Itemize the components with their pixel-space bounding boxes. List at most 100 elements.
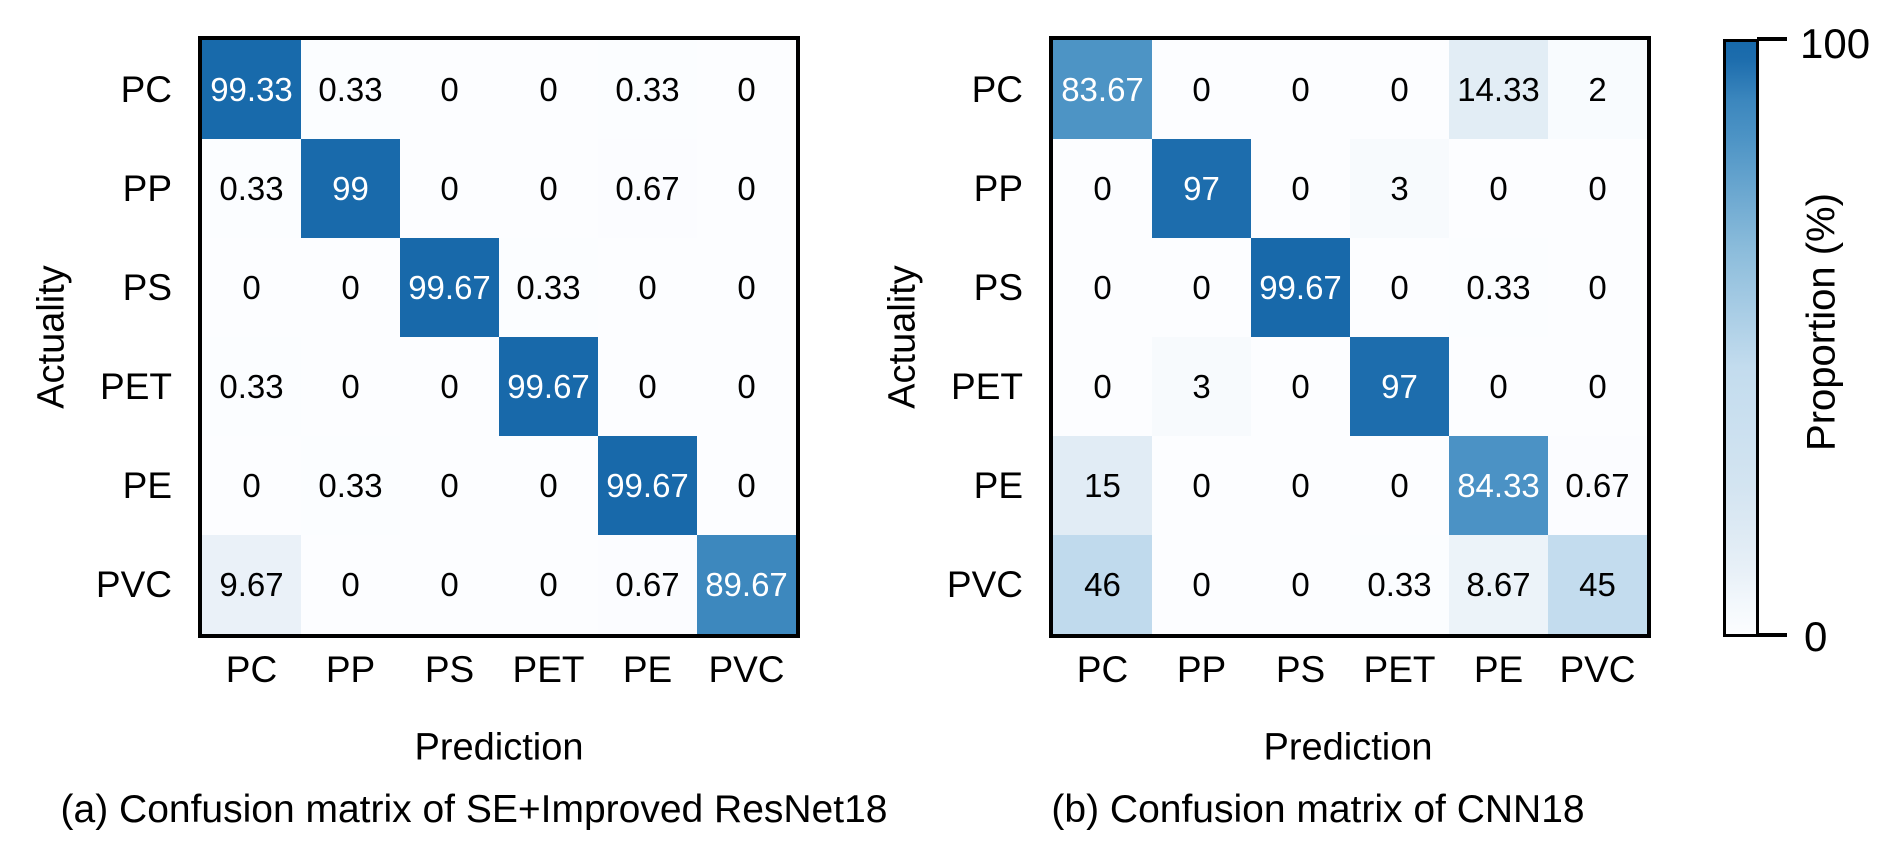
x-tick-label: PE (1473, 649, 1524, 690)
matrix-cell: 0.33 (1350, 535, 1449, 634)
y-tick-label: PET (951, 365, 1023, 407)
matrix-cell: 89.67 (697, 535, 796, 634)
matrix-cell: 0.33 (1449, 238, 1548, 337)
matrix-cell: 0.33 (499, 238, 598, 337)
matrix-cell: 99.67 (598, 436, 697, 535)
matrix-cell: 0 (400, 436, 499, 535)
matrix-cell: 3 (1152, 337, 1251, 436)
matrix-cell: 0 (400, 139, 499, 238)
matrix-cell: 84.33 (1449, 436, 1548, 535)
matrix-cell: 0 (598, 337, 697, 436)
matrix-cell: 3 (1350, 139, 1449, 238)
matrix-cell: 0 (499, 139, 598, 238)
x-tick-label: PP (325, 649, 376, 690)
matrix-cell: 45 (1548, 535, 1647, 634)
panel-b-caption: (b) Confusion matrix of CNN18 (1051, 788, 1585, 831)
matrix-cell: 0.33 (598, 40, 697, 139)
y-tick-label: PVC (946, 563, 1023, 605)
matrix-cell: 0 (1251, 337, 1350, 436)
matrix-cell: 0 (1251, 436, 1350, 535)
x-tick-label: PS (424, 649, 475, 690)
x-tick-label: PET (512, 649, 585, 690)
matrix-cell: 0 (1251, 40, 1350, 139)
matrix-cell: 0 (499, 436, 598, 535)
matrix-cell: 0.33 (301, 40, 400, 139)
y-tick-label: PE (973, 464, 1023, 506)
matrix-cell: 0 (1152, 40, 1251, 139)
x-tick-label: PET (1363, 649, 1436, 690)
matrix-cell: 0.33 (202, 139, 301, 238)
x-axis-label-b: Prediction (1263, 726, 1433, 769)
matrix-cell: 0 (697, 40, 796, 139)
matrix-cell: 15 (1053, 436, 1152, 535)
colorbar-min-label: 0 (1804, 613, 1828, 660)
matrix-cell: 97 (1152, 139, 1251, 238)
matrix-cell: 0 (1251, 535, 1350, 634)
matrix-cell: 0 (400, 535, 499, 634)
colorbar-top-tick (1757, 37, 1787, 41)
matrix-cell: 0 (400, 40, 499, 139)
x-axis-label-a: Prediction (414, 726, 584, 769)
matrix-cell: 0.33 (202, 337, 301, 436)
matrix-cell: 0 (1053, 238, 1152, 337)
matrix-cell: 0 (697, 436, 796, 535)
matrix-cell: 0 (1152, 535, 1251, 634)
matrix-cell: 99.33 (202, 40, 301, 139)
matrix-cell: 0 (1449, 337, 1548, 436)
matrix-cell: 0.67 (598, 535, 697, 634)
matrix-cell: 0.67 (1548, 436, 1647, 535)
y-tick-label: PC (971, 68, 1023, 110)
y-tick-label: PP (122, 167, 172, 209)
matrix-cell: 83.67 (1053, 40, 1152, 139)
colorbar-bottom-tick (1757, 633, 1787, 637)
matrix-cell: 0.33 (301, 436, 400, 535)
matrix-cell: 0 (301, 337, 400, 436)
y-tick-label: PET (100, 365, 172, 407)
matrix-cell: 0 (1350, 238, 1449, 337)
matrix-cell: 0 (499, 40, 598, 139)
y-tick-label: PP (973, 167, 1023, 209)
x-tick-label: PS (1275, 649, 1326, 690)
matrix-cell: 0.67 (598, 139, 697, 238)
matrix-cell: 0 (400, 337, 499, 436)
matrix-cell: 99.67 (1251, 238, 1350, 337)
matrix-cell: 0 (1053, 139, 1152, 238)
matrix-cell: 0 (1053, 337, 1152, 436)
confusion-matrix-b: 83.67 0 0 0 14.33 2 0 97 0 3 0 0 0 0 99.67 0 0.33 0 0 3 0 97 0… (1049, 36, 1651, 638)
matrix-cell: 0 (1548, 337, 1647, 436)
y-tick-label: PC (120, 68, 172, 110)
y-tick-label: PVC (95, 563, 172, 605)
x-tick-label: PC (1076, 649, 1129, 690)
matrix-cell: 0 (1251, 139, 1350, 238)
matrix-cell: 0 (499, 535, 598, 634)
matrix-cell: 0 (697, 337, 796, 436)
matrix-cell: 9.67 (202, 535, 301, 634)
y-tick-label: PE (122, 464, 172, 506)
matrix-cell: 0 (598, 238, 697, 337)
matrix-cell: 0 (301, 535, 400, 634)
confusion-matrix-a: 99.33 0.33 0 0 0.33 0 0.33 99 0 0 0.67 0 0 0 99.67 0.33… (198, 36, 800, 638)
matrix-cell: 0 (697, 139, 796, 238)
matrix-cell: 14.33 (1449, 40, 1548, 139)
matrix-cell: 0 (1152, 436, 1251, 535)
matrix-cell: 0 (301, 238, 400, 337)
matrix-cell: 97 (1350, 337, 1449, 436)
matrix-cell: 0 (1152, 238, 1251, 337)
matrix-cell: 99 (301, 139, 400, 238)
matrix-cell: 99.67 (400, 238, 499, 337)
matrix-cell: 0 (1548, 238, 1647, 337)
colorbar-title: Proportion (%) (1799, 193, 1844, 451)
matrix-cell: 0 (202, 238, 301, 337)
matrix-cell: 0 (1350, 40, 1449, 139)
x-tick-label: PVC (708, 649, 785, 690)
colorbar-max-label: 100 (1800, 20, 1871, 67)
x-tick-label: PC (225, 649, 278, 690)
x-tick-label: PE (622, 649, 673, 690)
matrix-cell: 99.67 (499, 337, 598, 436)
matrix-cell: 46 (1053, 535, 1152, 634)
panel-a-caption: (a) Confusion matrix of SE+Improved ResN… (60, 788, 888, 831)
matrix-cell: 0 (1350, 436, 1449, 535)
x-tick-label: PP (1176, 649, 1227, 690)
matrix-cell: 0 (697, 238, 796, 337)
